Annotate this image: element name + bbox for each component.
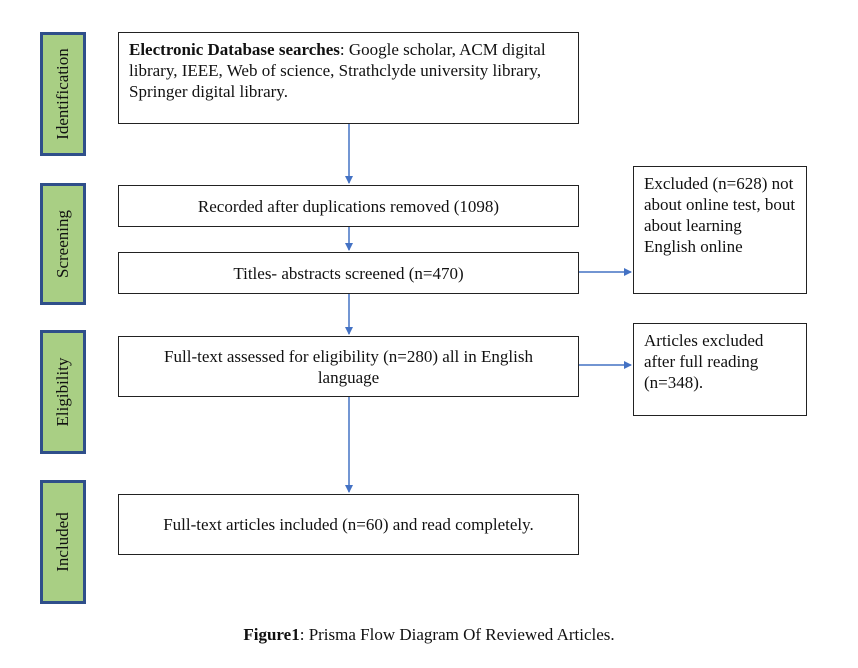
box-excluded-628: Excluded (n=628) not about online test, …: [633, 166, 807, 294]
box-included: Full-text articles included (n=60) and r…: [118, 494, 579, 555]
stage-included: Included: [40, 480, 86, 604]
box-titles-abstracts: Titles- abstracts screened (n=470): [118, 252, 579, 294]
stage-screening: Screening: [40, 183, 86, 305]
box-excluded-348: Articles excluded after full reading (n=…: [633, 323, 807, 416]
box-excluded1-text: Excluded (n=628) not about online test, …: [644, 174, 796, 256]
box-included-text: Full-text articles included (n=60) and r…: [163, 515, 534, 534]
caption-label: Figure1: [243, 625, 300, 644]
box-recorded-text: Recorded after duplications removed (109…: [197, 196, 500, 216]
caption-text: : Prisma Flow Diagram Of Reviewed Articl…: [299, 625, 615, 644]
box-database-searches: Electronic Database searches: Google sch…: [118, 32, 579, 124]
box-full-text-assessed: Full-text assessed for eligibility (n=28…: [118, 336, 579, 397]
box-recorded: Recorded after duplications removed (109…: [118, 185, 579, 227]
box-excluded2-text: Articles excluded after full reading (n=…: [644, 331, 764, 392]
figure-caption: Figure1: Prisma Flow Diagram Of Reviewed…: [0, 625, 858, 645]
box-database-searches-bold: Electronic Database searches: [129, 40, 340, 59]
stage-identification: Identification: [40, 32, 86, 156]
box-fulltext-text: Full-text assessed for eligibility (n=28…: [164, 346, 533, 387]
box-database-searches-text: : Google scholar, ACM digital library, I…: [129, 40, 546, 101]
stage-eligibility: Eligibility: [40, 330, 86, 454]
box-titles-text: Titles- abstracts screened (n=470): [233, 263, 464, 283]
